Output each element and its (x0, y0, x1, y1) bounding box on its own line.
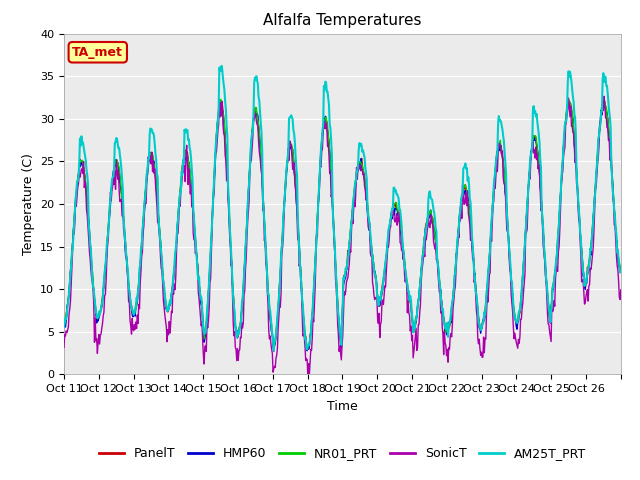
PanelT (305, 346, 312, 352)
PanelT (432, 238, 440, 243)
NR01_PRT (217, 96, 225, 102)
HMP60 (270, 348, 278, 354)
SonicT (276, 304, 284, 310)
SonicT (255, 149, 263, 155)
SonicT (228, 259, 236, 265)
AM25T_PRT (270, 348, 278, 353)
HMP60 (278, 247, 285, 253)
Line: HMP60: HMP60 (64, 100, 621, 351)
NR01_PRT (401, 267, 409, 273)
AM25T_PRT (278, 244, 285, 250)
AM25T_PRT (60, 324, 68, 330)
NR01_PRT (60, 318, 68, 324)
NR01_PRT (304, 345, 312, 350)
PanelT (60, 321, 68, 326)
HMP60 (401, 268, 409, 274)
AM25T_PRT (433, 228, 440, 234)
SonicT (304, 376, 312, 382)
Line: AM25T_PRT: AM25T_PRT (64, 66, 621, 350)
HMP60 (216, 97, 224, 103)
HMP60 (60, 324, 68, 330)
SonicT (600, 94, 608, 99)
PanelT (228, 266, 236, 272)
Line: SonicT: SonicT (64, 96, 621, 379)
SonicT (432, 240, 440, 246)
AM25T_PRT (218, 63, 225, 69)
SonicT (617, 287, 625, 293)
Line: NR01_PRT: NR01_PRT (64, 99, 621, 348)
NR01_PRT (433, 250, 440, 255)
NR01_PRT (277, 255, 285, 261)
HMP60 (228, 282, 236, 288)
X-axis label: Time: Time (327, 400, 358, 413)
Line: PanelT: PanelT (64, 99, 621, 349)
AM25T_PRT (617, 269, 625, 275)
PanelT (401, 258, 408, 264)
AM25T_PRT (256, 109, 264, 115)
HMP60 (617, 265, 625, 271)
SonicT (401, 270, 408, 276)
AM25T_PRT (401, 266, 409, 272)
Title: Alfalfa Temperatures: Alfalfa Temperatures (263, 13, 422, 28)
HMP60 (433, 248, 440, 254)
SonicT (60, 345, 68, 350)
PanelT (617, 264, 625, 269)
AM25T_PRT (125, 288, 133, 294)
Legend: PanelT, HMP60, NR01_PRT, SonicT, AM25T_PRT: PanelT, HMP60, NR01_PRT, SonicT, AM25T_P… (93, 442, 591, 465)
PanelT (600, 96, 608, 102)
Text: TA_met: TA_met (72, 46, 124, 59)
PanelT (255, 130, 263, 136)
SonicT (125, 300, 133, 306)
AM25T_PRT (228, 279, 236, 285)
NR01_PRT (228, 277, 236, 283)
PanelT (125, 289, 133, 295)
NR01_PRT (617, 266, 625, 272)
HMP60 (125, 295, 133, 301)
NR01_PRT (125, 288, 133, 293)
HMP60 (256, 144, 264, 150)
NR01_PRT (256, 138, 264, 144)
Y-axis label: Temperature (C): Temperature (C) (22, 153, 35, 255)
PanelT (276, 271, 284, 276)
